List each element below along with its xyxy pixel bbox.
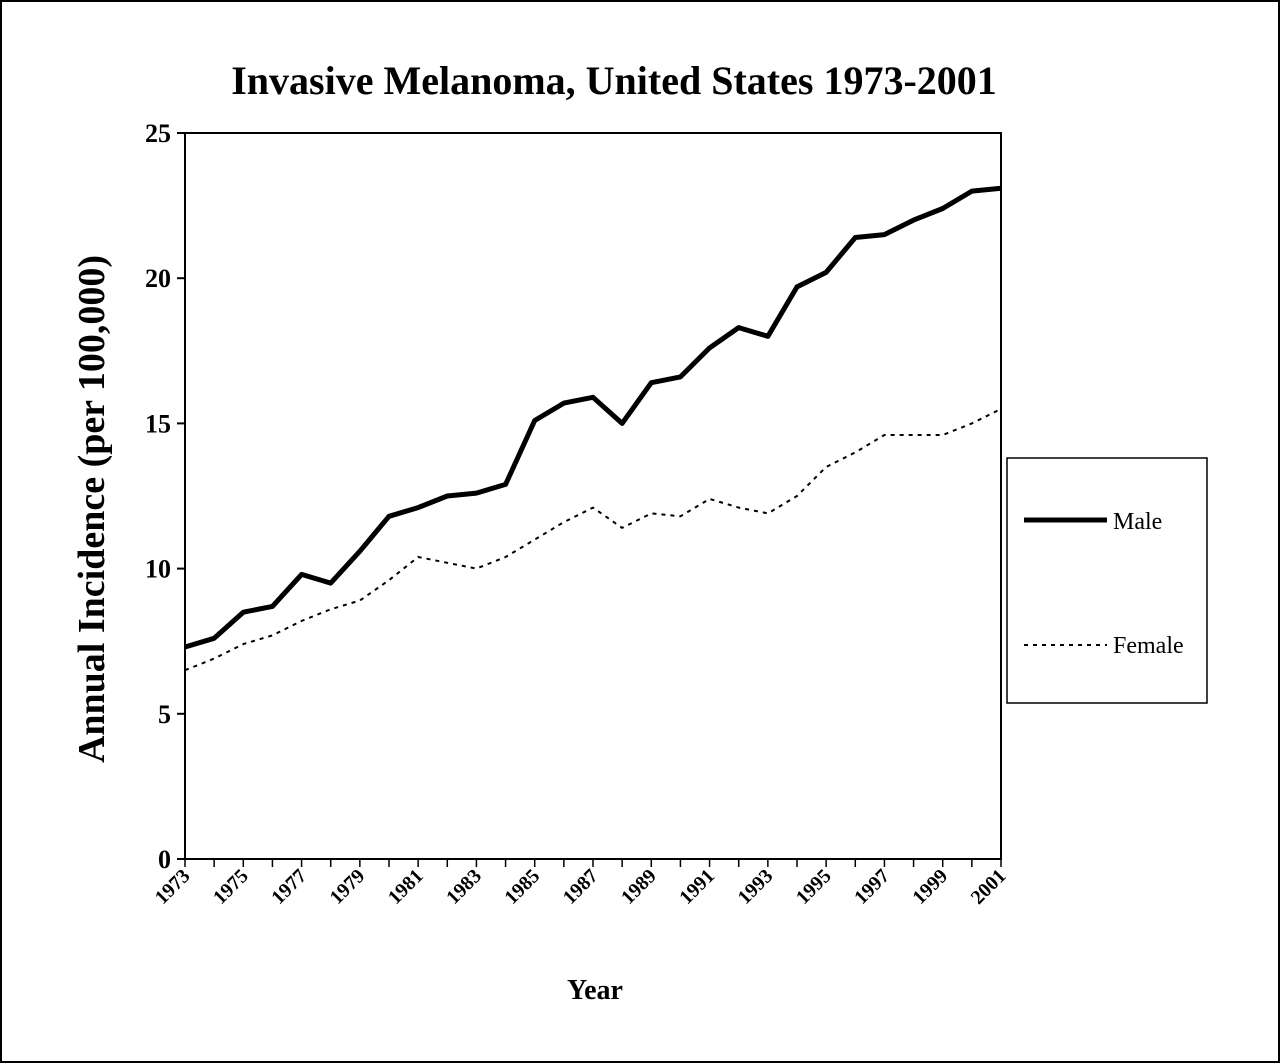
- x-axis-ticks: 1973 1975 1977 1979 1981 1983 1985 1987 1989 1991…: [151, 859, 1011, 909]
- x-tick-label: 1993: [734, 865, 778, 909]
- x-tick-label: 1981: [384, 865, 428, 909]
- x-axis-label: Year: [567, 975, 623, 1006]
- x-tick-label: 1977: [267, 865, 311, 909]
- y-tick-label: 5: [158, 700, 171, 729]
- legend: Male Female: [1006, 457, 1208, 704]
- chart-title: Invasive Melanoma, United States 1973-20…: [231, 58, 997, 103]
- y-tick-label: 10: [145, 555, 171, 584]
- y-tick-label: 0: [158, 845, 171, 874]
- y-tick-label: 15: [145, 409, 171, 438]
- series-line-male: [184, 185, 1002, 650]
- x-tick-label: 1995: [792, 865, 836, 909]
- x-tick-label: 1983: [442, 865, 486, 909]
- x-tick-label: 1979: [326, 865, 370, 909]
- plot-area: [184, 132, 1002, 860]
- x-tick-label: 1999: [908, 865, 952, 909]
- x-tick-label: 1997: [850, 865, 894, 909]
- y-tick-label: 20: [145, 264, 171, 293]
- series-line-female: [184, 408, 1002, 672]
- y-tick-label: 25: [145, 119, 171, 148]
- x-tick-label: 1989: [617, 865, 661, 909]
- y-axis-label: Annual Incidence (per 100,000): [71, 255, 113, 763]
- legend-label-female: Female: [1113, 633, 1184, 659]
- x-tick-label: 1987: [559, 865, 603, 909]
- x-tick-label: 1991: [675, 865, 719, 909]
- x-tick-label: 1985: [500, 865, 544, 909]
- y-axis-ticks: 0 5 10 15 20 25: [145, 119, 185, 874]
- legend-box: [1006, 457, 1208, 704]
- x-tick-label: 1975: [209, 865, 253, 909]
- x-tick-label: 2001: [967, 865, 1011, 909]
- series-layer: [184, 185, 1002, 672]
- legend-label-male: Male: [1113, 509, 1162, 535]
